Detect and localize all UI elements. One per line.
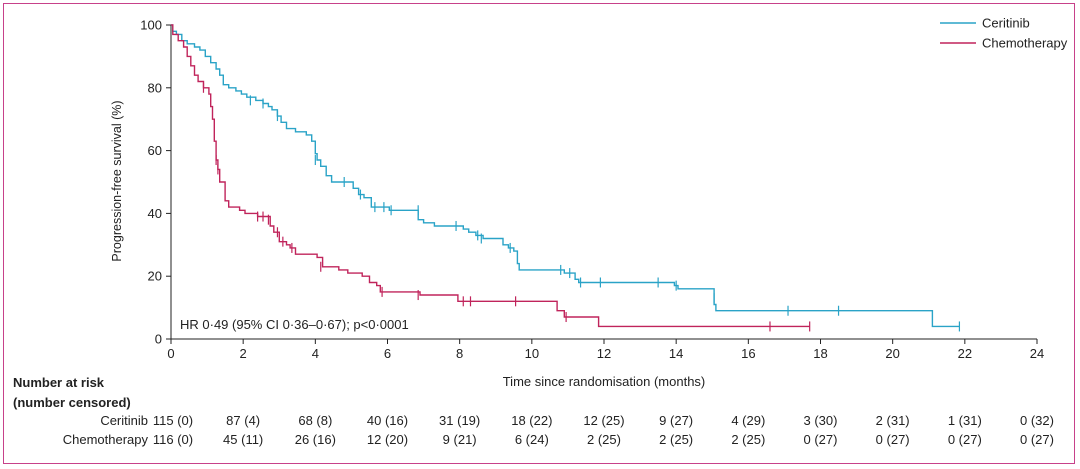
risk-cell-ceritinib: 87 (4) <box>226 413 261 428</box>
y-tick-label: 80 <box>148 80 162 95</box>
risk-cell-ceritinib: 2 (31) <box>875 413 910 428</box>
y-axis-label: Progression-free survival (%) <box>110 100 124 261</box>
risk-cell-ceritinib: 0 (32) <box>1020 413 1054 428</box>
legend-label-ceritinib: Ceritinib <box>982 16 1030 31</box>
risk-cell-chemotherapy: 0 (27) <box>803 432 838 447</box>
risk-cell-ceritinib: 4 (29) <box>731 413 766 428</box>
x-tick-label: 14 <box>669 346 683 361</box>
risk-cell-chemotherapy: 2 (25) <box>659 432 694 447</box>
risk-cell-chemotherapy: 45 (11) <box>223 432 264 447</box>
risk-row-label-ceritinib: Ceritinib <box>100 413 148 428</box>
survival-curves <box>171 24 961 332</box>
risk-cell-ceritinib: 1 (31) <box>947 413 982 428</box>
risk-cell-ceritinib: 115 (0) <box>152 413 194 428</box>
x-tick-label: 6 <box>384 346 391 361</box>
risk-cell-chemotherapy: 116 (0) <box>152 432 194 447</box>
x-tick-label: 0 <box>167 346 174 361</box>
legend-label-chemotherapy: Chemotherapy <box>982 36 1068 51</box>
x-tick-label: 18 <box>813 346 827 361</box>
risk-cell-ceritinib: 3 (30) <box>803 413 838 428</box>
x-axis-label: Time since randomisation (months) <box>503 374 706 389</box>
risk-cell-chemotherapy: 0 (27) <box>1020 432 1054 447</box>
figure-frame <box>3 3 1075 464</box>
x-tick-label: 4 <box>312 346 319 361</box>
x-tick-label: 22 <box>958 346 972 361</box>
risk-cell-chemotherapy: 12 (20) <box>366 432 409 447</box>
hazard-ratio-annotation: HR 0·49 (95% CI 0·36–0·67); p<0·0001 <box>180 317 409 332</box>
x-tick-label: 2 <box>240 346 247 361</box>
x-tick-label: 12 <box>597 346 611 361</box>
risk-row-label-chemotherapy: Chemotherapy <box>62 432 148 447</box>
y-tick-label: 60 <box>148 143 162 158</box>
y-tick-label: 0 <box>155 332 162 347</box>
risk-cell-ceritinib: 18 (22) <box>511 413 553 428</box>
x-tick-label: 24 <box>1030 346 1044 361</box>
risk-cell-chemotherapy: 9 (21) <box>442 432 477 447</box>
risk-cell-chemotherapy: 26 (16) <box>294 432 336 447</box>
y-tick-label: 40 <box>148 206 162 221</box>
y-tick-label: 100 <box>140 18 162 33</box>
risk-cell-chemotherapy: 2 (25) <box>587 432 621 447</box>
number-at-risk-title: Number at risk <box>13 375 105 390</box>
number-censored-title: (number censored) <box>13 395 131 410</box>
risk-cell-ceritinib: 31 (19) <box>439 413 481 428</box>
risk-cell-chemotherapy: 6 (24) <box>514 432 549 447</box>
risk-cell-chemotherapy: 2 (25) <box>731 432 766 447</box>
y-tick-label: 20 <box>148 269 162 284</box>
ceritinib-curve <box>171 24 960 328</box>
risk-cell-chemotherapy: 0 (27) <box>875 432 910 447</box>
x-tick-label: 10 <box>525 346 539 361</box>
chemotherapy-curve <box>171 24 810 328</box>
risk-cell-ceritinib: 12 (25) <box>583 413 625 428</box>
risk-cell-ceritinib: 40 (16) <box>366 413 409 428</box>
legend: Ceritinib Chemotherapy <box>940 16 1068 51</box>
x-tick-label: 16 <box>741 346 755 361</box>
x-tick-label: 8 <box>456 346 463 361</box>
risk-cell-ceritinib: 9 (27) <box>659 413 694 428</box>
risk-cell-ceritinib: 68 (8) <box>298 413 333 428</box>
risk-cell-chemotherapy: 0 (27) <box>947 432 982 447</box>
x-tick-label: 20 <box>885 346 899 361</box>
